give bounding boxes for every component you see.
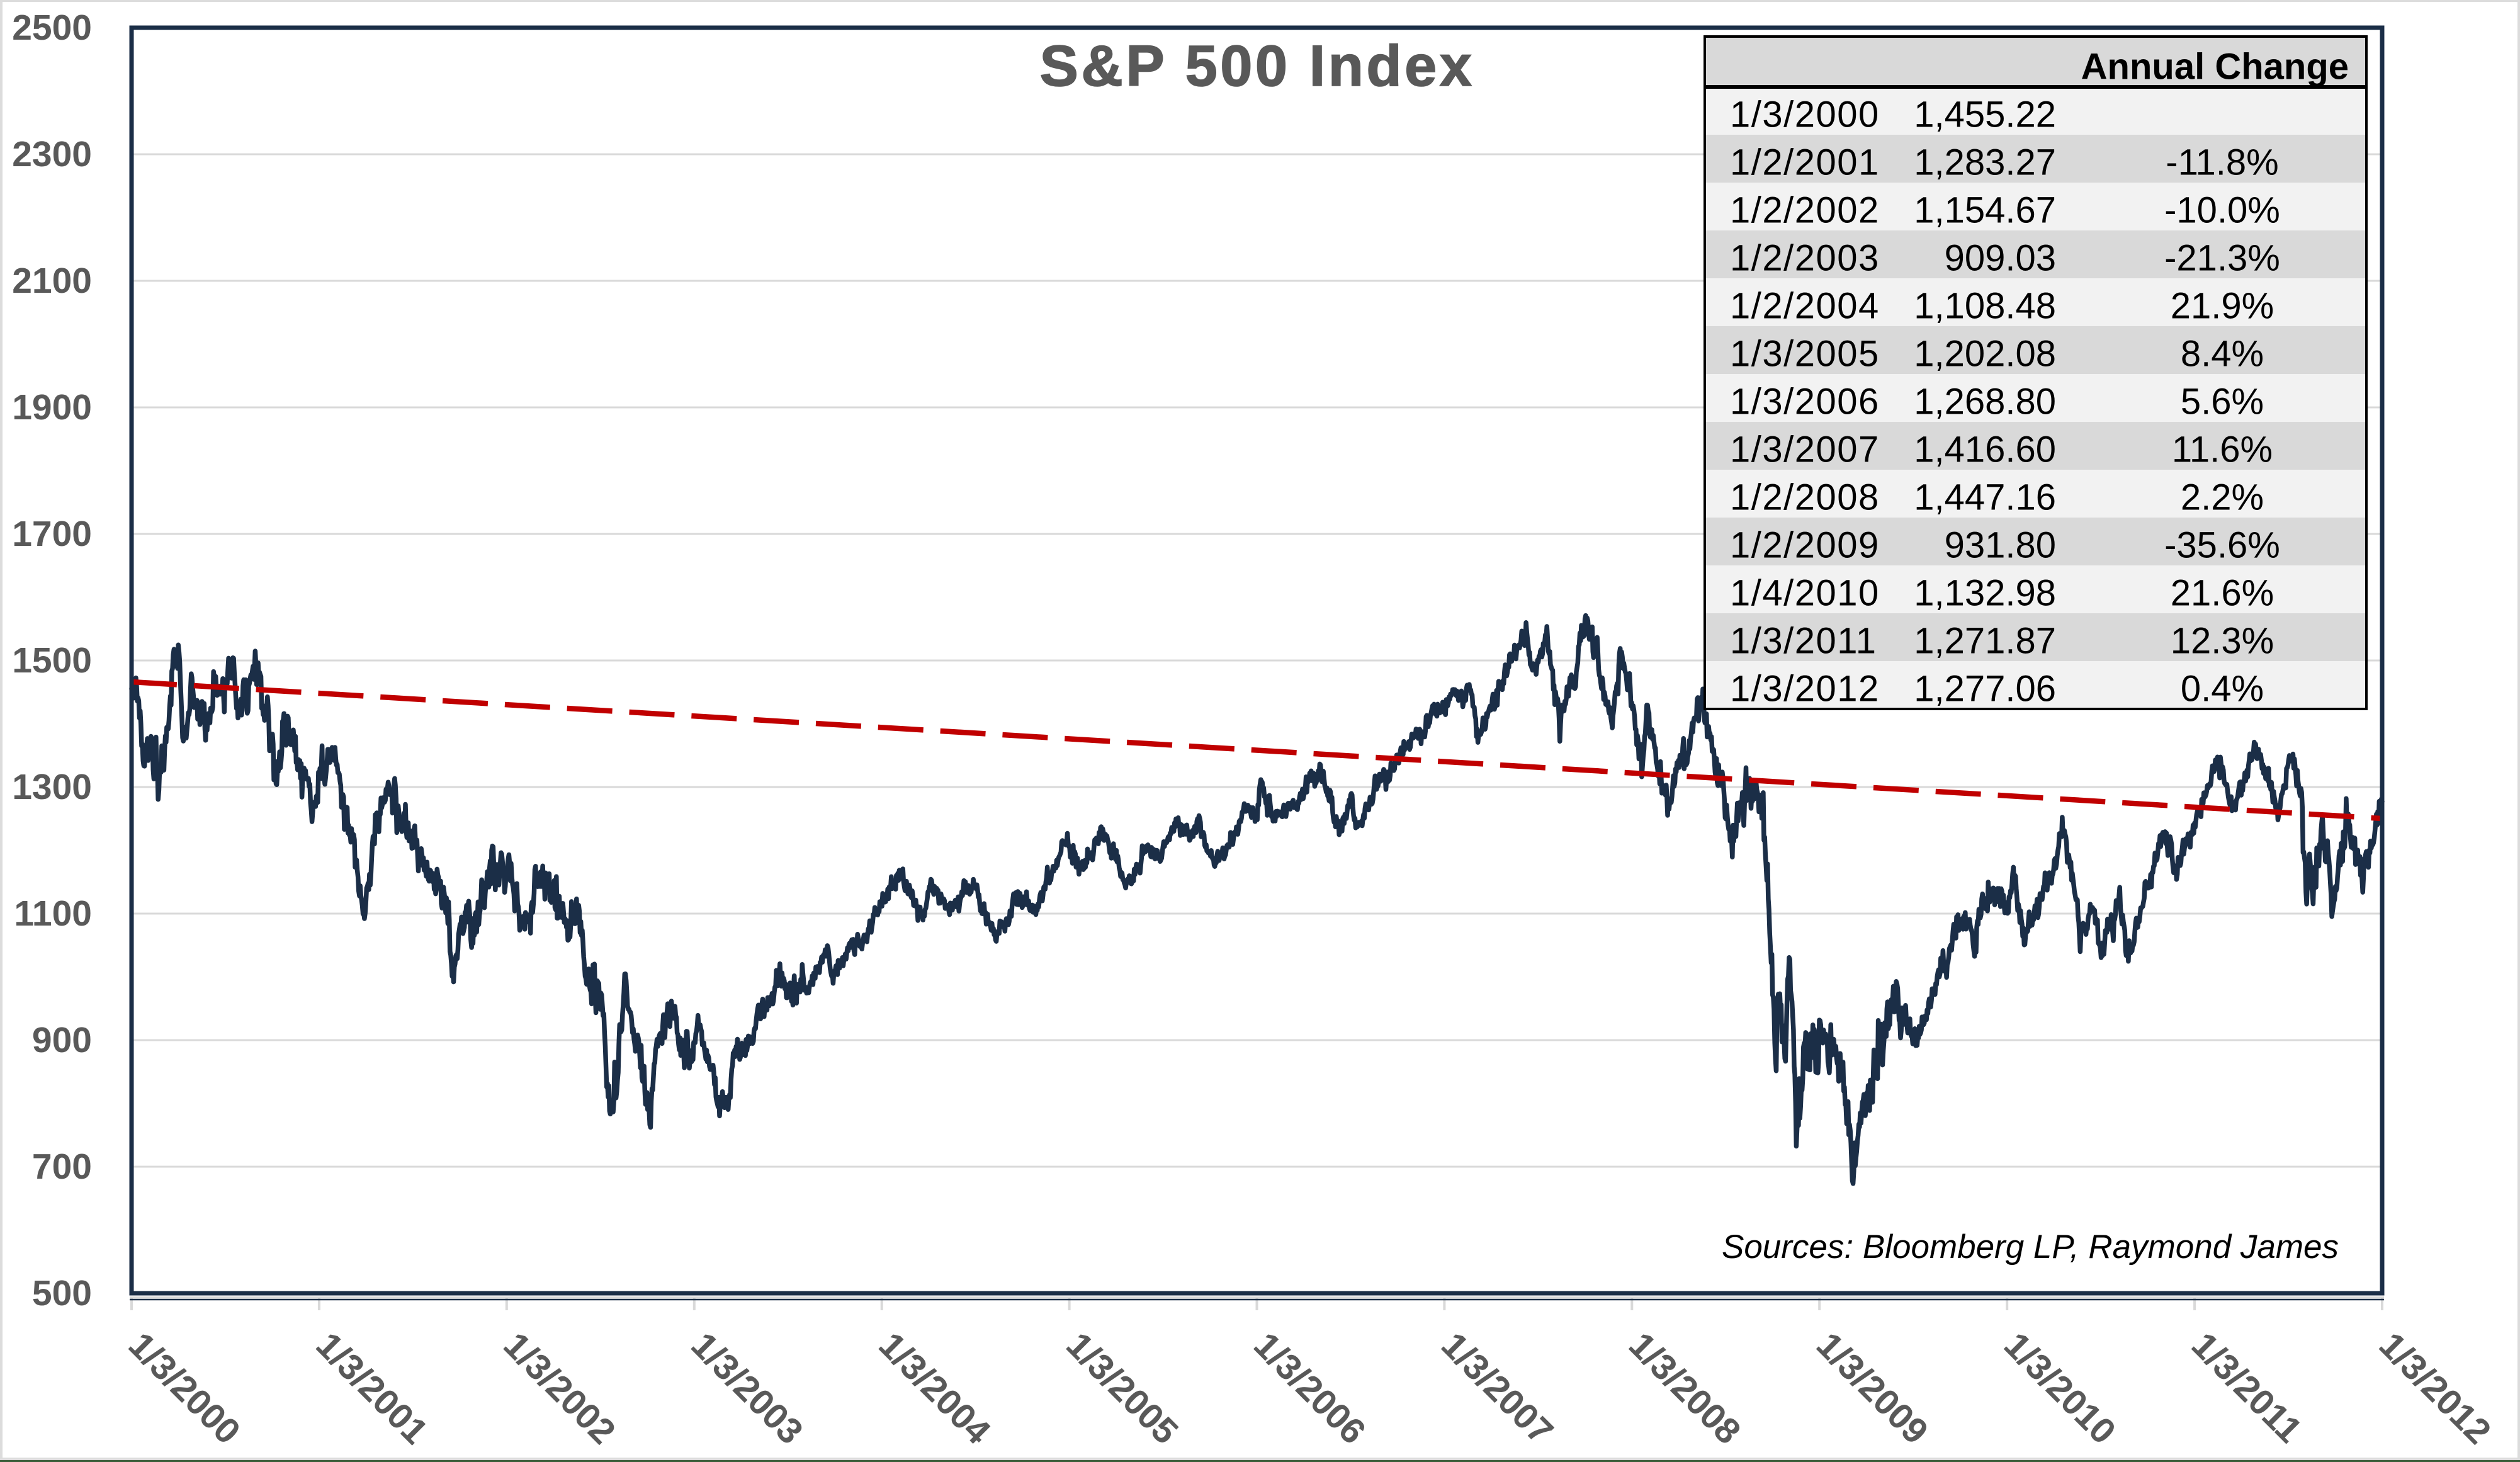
svg-text:500: 500	[32, 1273, 92, 1313]
svg-text:S&P 500 Index: S&P 500 Index	[1040, 34, 1475, 98]
svg-text:1700: 1700	[12, 514, 92, 554]
svg-text:1500: 1500	[12, 640, 92, 681]
svg-text:2500: 2500	[12, 8, 92, 48]
svg-text:1/3/2007: 1/3/2007	[1730, 429, 1880, 470]
svg-text:1/4/2010: 1/4/2010	[1730, 573, 1880, 614]
svg-text:0.4%: 0.4%	[2181, 669, 2264, 710]
svg-text:-35.6%: -35.6%	[2164, 525, 2280, 566]
svg-text:1,154.67: 1,154.67	[1914, 190, 2056, 231]
svg-text:1/2/2009: 1/2/2009	[1730, 525, 1880, 566]
svg-text:2300: 2300	[12, 134, 92, 174]
svg-text:1900: 1900	[12, 387, 92, 428]
svg-text:1/3/2011: 1/3/2011	[1730, 621, 1877, 662]
svg-text:21.9%: 21.9%	[2171, 286, 2274, 327]
svg-text:1,202.08: 1,202.08	[1914, 334, 2056, 375]
svg-text:1,416.60: 1,416.60	[1914, 429, 2056, 470]
svg-text:21.6%: 21.6%	[2171, 573, 2274, 614]
svg-text:1/3/2005: 1/3/2005	[1730, 334, 1880, 375]
svg-text:931.80: 931.80	[1945, 525, 2056, 566]
svg-text:1300: 1300	[12, 767, 92, 807]
svg-text:-10.0%: -10.0%	[2164, 190, 2280, 231]
svg-text:-11.8%: -11.8%	[2166, 142, 2278, 183]
svg-text:2100: 2100	[12, 261, 92, 301]
svg-text:Sources: Bloomberg LP, Raymond: Sources: Bloomberg LP, Raymond James	[1722, 1228, 2339, 1266]
svg-text:-21.3%: -21.3%	[2164, 238, 2280, 279]
svg-text:1,271.87: 1,271.87	[1914, 621, 2056, 662]
svg-text:Annual Change: Annual Change	[2081, 47, 2349, 88]
svg-text:12.3%: 12.3%	[2171, 621, 2274, 662]
svg-text:909.03: 909.03	[1945, 238, 2056, 279]
svg-text:900: 900	[32, 1020, 92, 1060]
svg-text:700: 700	[32, 1147, 92, 1187]
svg-text:1,108.48: 1,108.48	[1914, 286, 2056, 327]
svg-text:1,283.27: 1,283.27	[1914, 142, 2056, 183]
svg-text:1100: 1100	[14, 893, 92, 934]
svg-text:1/3/2000: 1/3/2000	[1730, 94, 1880, 135]
svg-text:1/3/2006: 1/3/2006	[1730, 382, 1880, 422]
svg-text:1/2/2003: 1/2/2003	[1730, 238, 1880, 279]
svg-text:1,455.22: 1,455.22	[1914, 94, 2056, 135]
svg-text:11.6%: 11.6%	[2172, 429, 2273, 470]
svg-text:1,268.80: 1,268.80	[1914, 382, 2056, 422]
svg-text:1/2/2002: 1/2/2002	[1730, 190, 1880, 231]
svg-text:1/2/2001: 1/2/2001	[1730, 142, 1880, 183]
svg-text:1,132.98: 1,132.98	[1914, 573, 2056, 614]
svg-text:2.2%: 2.2%	[2181, 477, 2264, 518]
svg-text:1/2/2004: 1/2/2004	[1730, 286, 1880, 327]
svg-text:5.6%: 5.6%	[2181, 382, 2264, 422]
svg-text:1/2/2008: 1/2/2008	[1730, 477, 1880, 518]
svg-text:1,277.06: 1,277.06	[1914, 669, 2056, 710]
svg-text:1,447.16: 1,447.16	[1914, 477, 2056, 518]
svg-text:1/3/2012: 1/3/2012	[1730, 669, 1880, 710]
svg-text:8.4%: 8.4%	[2181, 334, 2264, 375]
